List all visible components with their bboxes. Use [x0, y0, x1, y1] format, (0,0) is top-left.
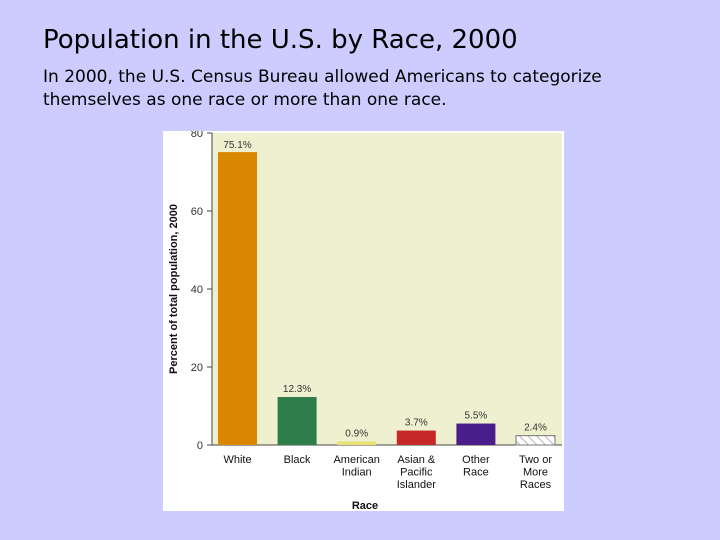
- bar: [337, 441, 377, 445]
- plot-area: [212, 133, 562, 445]
- y-tick-label: 40: [191, 284, 203, 296]
- data-label: 3.7%: [405, 418, 428, 429]
- x-category-label: Two or More Races: [519, 454, 552, 491]
- x-category-label: Other Race: [462, 454, 490, 479]
- bar: [456, 423, 496, 445]
- bar-chart: 0 20 40 60 80 75.1% 12.3% 0.9% 3.7% 5.5% 2.4% Whi…: [168, 131, 562, 511]
- slide-subtitle: In 2000, the U.S. Census Bureau allowed …: [43, 67, 602, 110]
- x-category-label: American Indian: [333, 454, 379, 479]
- x-category-label: Black: [284, 454, 311, 466]
- bar: [277, 397, 317, 445]
- x-category-label: Asian & Pacific Islander: [397, 454, 436, 491]
- y-axis-title: Percent of total population, 2000: [168, 204, 180, 374]
- bar: [396, 430, 436, 445]
- chart-panel: 0 20 40 60 80 75.1% 12.3% 0.9% 3.7% 5.5% 2.4% Whi…: [163, 131, 564, 511]
- y-tick-label: 20: [191, 362, 203, 374]
- bar: [515, 435, 556, 446]
- x-category-label: White: [223, 454, 251, 466]
- x-axis-title: Race: [352, 500, 378, 511]
- slide-title: Population in the U.S. by Race, 2000: [43, 25, 518, 55]
- y-tick-label: 0: [197, 440, 203, 452]
- y-tick-label: 80: [191, 131, 203, 140]
- data-label: 75.1%: [223, 140, 251, 151]
- data-label: 12.3%: [283, 384, 311, 395]
- data-label: 0.9%: [345, 428, 368, 439]
- data-label: 2.4%: [524, 423, 547, 434]
- bar: [218, 152, 257, 446]
- y-tick-label: 60: [191, 206, 203, 218]
- data-label: 5.5%: [465, 411, 488, 422]
